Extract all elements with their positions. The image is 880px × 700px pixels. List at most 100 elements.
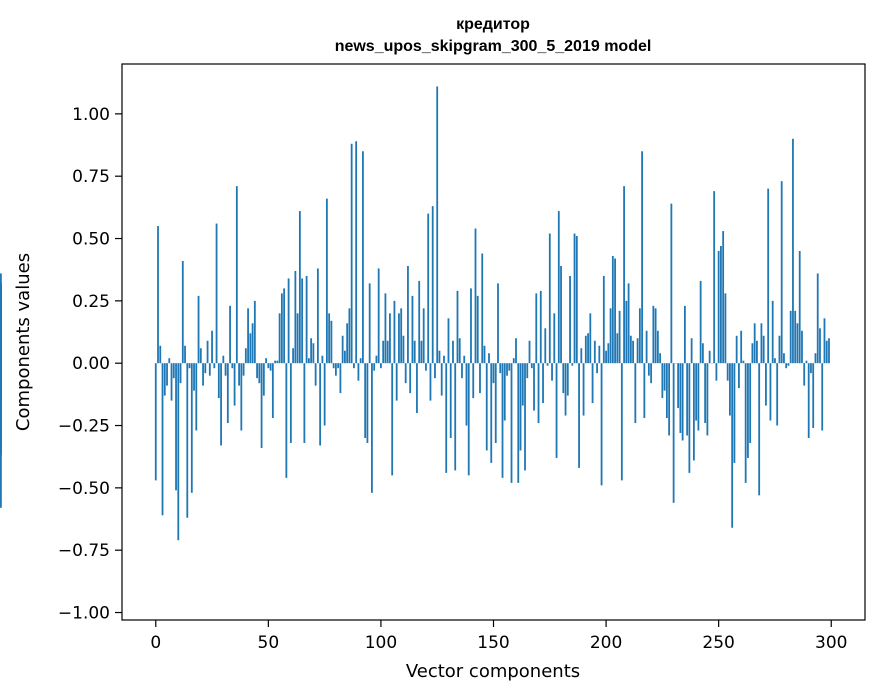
bar-25 — [211, 331, 213, 363]
bar-283 — [792, 139, 794, 363]
bar-50 — [267, 363, 269, 368]
bar-143 — [477, 296, 479, 363]
x-tick-label: 300 — [815, 633, 847, 653]
bar-131 — [450, 363, 452, 438]
bar-203 — [612, 256, 614, 363]
bar-42 — [249, 333, 251, 363]
bar-75 — [324, 363, 326, 425]
bar-47 — [261, 363, 263, 448]
y-tick-label: −1.00 — [58, 604, 110, 624]
bar-56 — [281, 293, 283, 363]
bar-256 — [731, 363, 733, 528]
bar-97 — [373, 363, 375, 370]
bar-171 — [540, 291, 542, 363]
bar-15 — [189, 363, 191, 368]
bar-86 — [349, 308, 351, 363]
bar-135 — [459, 338, 461, 363]
bar-180 — [560, 266, 562, 363]
bar-237 — [688, 363, 690, 473]
bar-233 — [679, 363, 681, 433]
bar-170 — [538, 363, 540, 423]
bar-290 — [808, 363, 810, 438]
y-tick-label: 0.00 — [72, 354, 110, 374]
bar-246 — [709, 351, 711, 363]
bar-157 — [508, 363, 510, 370]
bar-126 — [439, 351, 441, 363]
bar-58 — [285, 363, 287, 478]
bar-272 — [767, 189, 769, 364]
bar-51 — [270, 363, 272, 370]
bar-93 — [364, 363, 366, 438]
bar-159 — [513, 358, 515, 363]
bar-282 — [790, 311, 792, 363]
bar-154 — [502, 363, 504, 478]
bar-169 — [535, 293, 537, 363]
bar-277 — [779, 336, 781, 363]
bar-197 — [598, 346, 600, 363]
bar-23 — [207, 341, 209, 363]
bar-98 — [376, 356, 378, 363]
bar-82 — [340, 363, 342, 393]
bar-26 — [213, 363, 215, 368]
bar-69 — [310, 338, 312, 363]
bar-165 — [526, 363, 528, 378]
bar-268 — [758, 363, 760, 495]
bar-245 — [706, 363, 708, 435]
y-tick-label: 0.50 — [72, 230, 110, 250]
bar-166 — [529, 341, 531, 363]
bar-89 — [355, 141, 357, 363]
bar-9 — [175, 363, 177, 490]
bar-134 — [457, 291, 459, 363]
bar-229 — [670, 204, 672, 364]
bar-49 — [265, 358, 267, 363]
bar-173 — [544, 328, 546, 363]
bar-109 — [400, 308, 402, 363]
bar-215 — [639, 308, 641, 363]
bar-59 — [288, 278, 290, 363]
y-axis-title: Components values — [13, 253, 34, 431]
bar-276 — [776, 363, 778, 425]
bar-70 — [312, 343, 314, 363]
x-tick-label: 0 — [150, 633, 161, 653]
bar-45 — [256, 363, 258, 378]
bar-103 — [387, 341, 389, 363]
plot-frame — [122, 64, 865, 620]
bar-40 — [245, 348, 247, 363]
bar-198 — [601, 363, 603, 485]
bar-127 — [441, 363, 443, 395]
bar-2 — [159, 346, 161, 363]
bar-136 — [461, 363, 463, 378]
bar-176 — [551, 363, 553, 380]
bar-68 — [308, 358, 310, 363]
bar-150 — [493, 363, 495, 383]
bar-41 — [247, 308, 249, 363]
bar-179 — [558, 211, 560, 363]
bar-285 — [797, 323, 799, 363]
bar-60 — [290, 363, 292, 443]
bar-32 — [227, 363, 229, 423]
bar-199 — [603, 276, 605, 363]
bar-87 — [351, 144, 353, 363]
bar-258 — [736, 336, 738, 363]
bar-249 — [716, 363, 718, 380]
bar-77 — [328, 313, 330, 363]
bar-114 — [412, 296, 414, 363]
bar-43 — [252, 323, 254, 363]
bar-137 — [463, 356, 465, 363]
bar-79 — [333, 363, 335, 368]
bar-11 — [180, 363, 182, 383]
bar-253 — [725, 293, 727, 363]
bar-140 — [470, 288, 472, 363]
bar-240 — [695, 363, 697, 420]
bar-99 — [378, 268, 380, 363]
bar-187 — [576, 236, 578, 363]
bar-265 — [752, 343, 754, 363]
bar-81 — [337, 363, 339, 368]
bar-251 — [720, 246, 722, 363]
y-tick-label: 0.75 — [72, 167, 110, 187]
bar-210 — [628, 283, 630, 363]
x-tick-label: 200 — [590, 633, 622, 653]
bar-145 — [481, 253, 483, 363]
bar-22 — [204, 363, 206, 373]
